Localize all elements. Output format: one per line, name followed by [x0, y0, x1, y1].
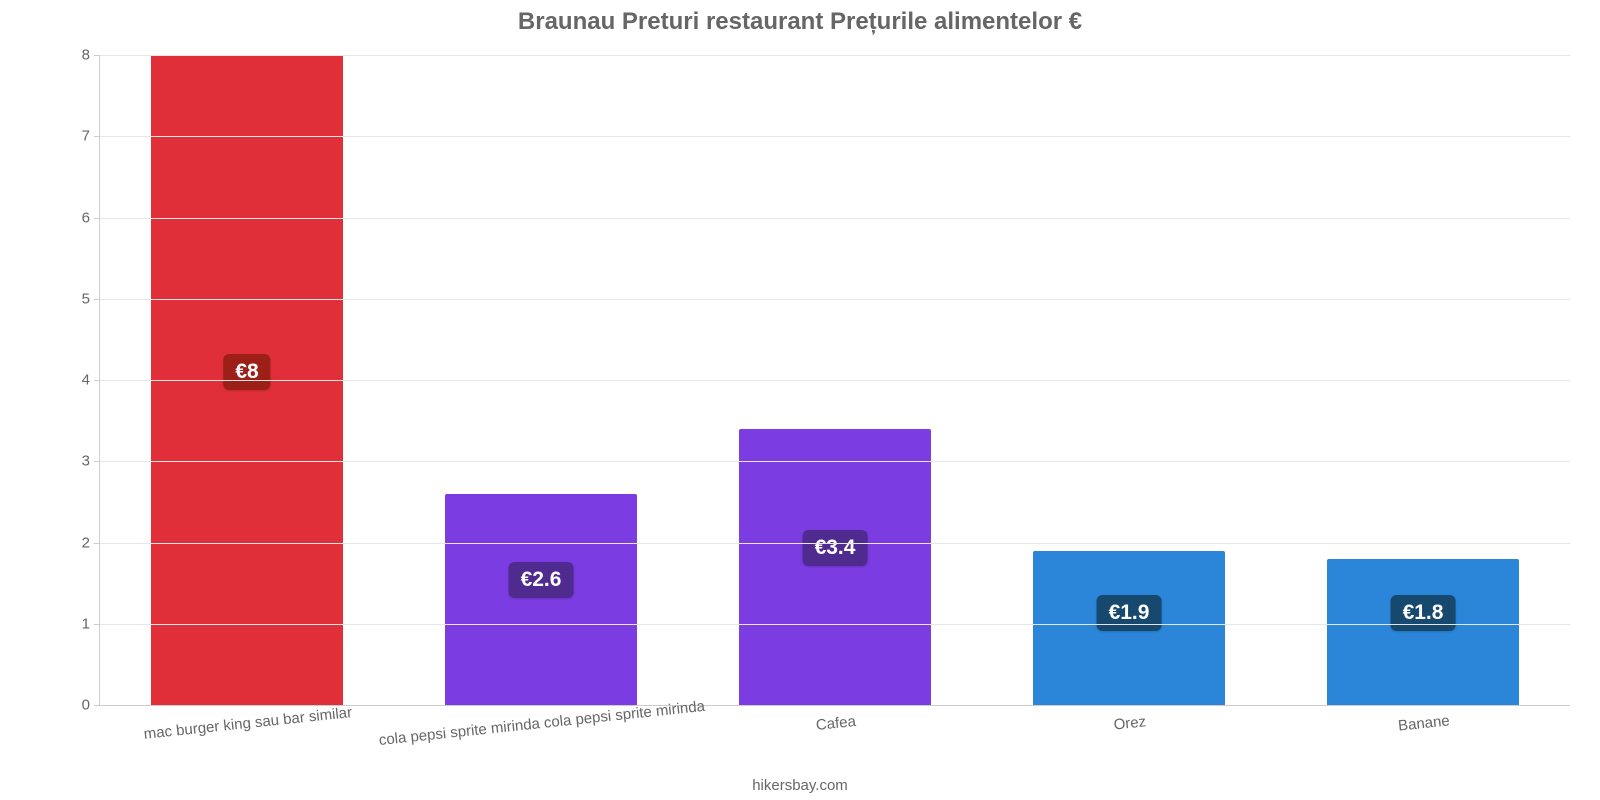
x-label-slot: cola pepsi sprite mirinda cola pepsi spr…: [394, 707, 688, 767]
x-label-slot: Banane: [1276, 707, 1570, 767]
x-label-slot: mac burger king sau bar similar: [100, 707, 394, 767]
y-tick-label: 6: [82, 209, 100, 226]
grid-line: [100, 299, 1570, 300]
y-tick-label: 7: [82, 128, 100, 145]
plot-area: €8€2.6€3.4€1.9€1.8 012345678: [100, 55, 1570, 705]
price-bar-chart: Braunau Preturi restaurant Prețurile ali…: [0, 0, 1600, 800]
y-tick-label: 5: [82, 290, 100, 307]
grid-line: [100, 218, 1570, 219]
grid-line: [100, 624, 1570, 625]
chart-title: Braunau Preturi restaurant Prețurile ali…: [0, 8, 1600, 36]
y-tick-label: 4: [82, 372, 100, 389]
y-tick-label: 1: [82, 615, 100, 632]
x-axis-line: [100, 705, 1570, 706]
x-label-slot: Orez: [982, 707, 1276, 767]
value-badge: €2.6: [509, 562, 574, 598]
footer-credit: hikersbay.com: [0, 777, 1600, 794]
y-tick-label: 0: [82, 697, 100, 714]
grid-line: [100, 55, 1570, 56]
bar: [1327, 559, 1518, 705]
grid-line: [100, 136, 1570, 137]
y-tick-label: 2: [82, 534, 100, 551]
grid-line: [100, 543, 1570, 544]
x-axis-labels: mac burger king sau bar similar cola peps…: [100, 707, 1570, 767]
value-badge: €1.8: [1391, 595, 1456, 631]
x-axis-label: Cafea: [815, 713, 857, 734]
y-tick-label: 8: [82, 47, 100, 64]
bar: [445, 494, 636, 705]
x-axis-label: mac burger king sau bar similar: [143, 704, 353, 743]
grid-line: [100, 380, 1570, 381]
x-axis-label: Banane: [1397, 712, 1450, 734]
value-badge: €8: [223, 354, 270, 390]
value-badge: €1.9: [1097, 595, 1162, 631]
value-badge: €3.4: [803, 530, 868, 566]
bar: [739, 429, 930, 705]
y-tick-label: 3: [82, 453, 100, 470]
x-label-slot: Cafea: [688, 707, 982, 767]
x-axis-label: Orez: [1113, 713, 1147, 733]
grid-line: [100, 461, 1570, 462]
